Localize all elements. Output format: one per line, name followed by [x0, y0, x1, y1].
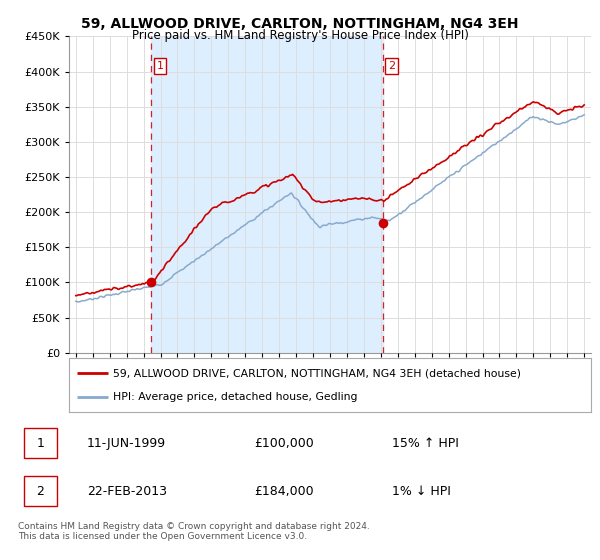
Text: 2: 2 — [36, 485, 44, 498]
Text: 2: 2 — [388, 61, 395, 71]
Text: 22-FEB-2013: 22-FEB-2013 — [87, 485, 167, 498]
Text: 59, ALLWOOD DRIVE, CARLTON, NOTTINGHAM, NG4 3EH (detached house): 59, ALLWOOD DRIVE, CARLTON, NOTTINGHAM, … — [113, 368, 521, 379]
Text: £100,000: £100,000 — [254, 437, 314, 450]
Bar — [151, 36, 383, 353]
Text: Price paid vs. HM Land Registry's House Price Index (HPI): Price paid vs. HM Land Registry's House … — [131, 29, 469, 42]
Bar — [151, 36, 383, 353]
FancyBboxPatch shape — [23, 428, 57, 459]
Text: HPI: Average price, detached house, Gedling: HPI: Average price, detached house, Gedl… — [113, 392, 358, 402]
Text: £184,000: £184,000 — [254, 485, 314, 498]
Text: 1: 1 — [36, 437, 44, 450]
FancyBboxPatch shape — [23, 477, 57, 506]
Text: Contains HM Land Registry data © Crown copyright and database right 2024.
This d: Contains HM Land Registry data © Crown c… — [18, 522, 370, 542]
Text: 1% ↓ HPI: 1% ↓ HPI — [392, 485, 451, 498]
Text: 1: 1 — [157, 61, 163, 71]
Text: 15% ↑ HPI: 15% ↑ HPI — [392, 437, 459, 450]
Text: 11-JUN-1999: 11-JUN-1999 — [87, 437, 166, 450]
Text: 59, ALLWOOD DRIVE, CARLTON, NOTTINGHAM, NG4 3EH: 59, ALLWOOD DRIVE, CARLTON, NOTTINGHAM, … — [81, 17, 519, 31]
